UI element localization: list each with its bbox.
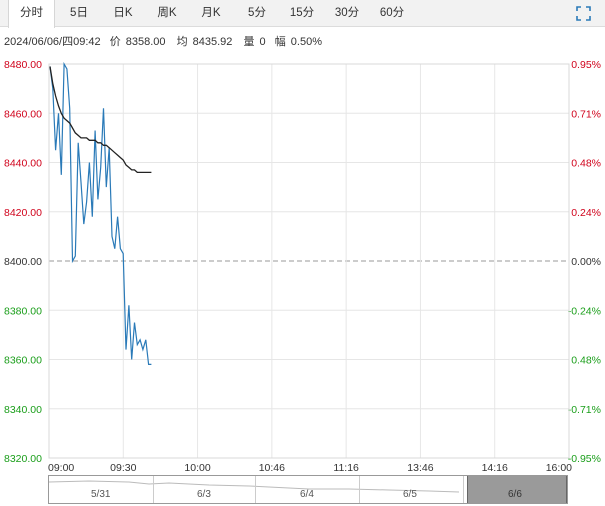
navigator-divider xyxy=(359,476,360,503)
x-axis-label: 16:00 xyxy=(546,462,572,474)
avg-label: 均 xyxy=(176,36,188,48)
navigator-divider xyxy=(255,476,256,503)
y-axis-pct-label: 0.48% xyxy=(571,355,601,367)
avg-value: 8435.92 xyxy=(192,36,233,48)
navigator-divider xyxy=(153,476,154,503)
navigator-date: 6/5 xyxy=(403,489,417,500)
change-label: 幅 xyxy=(274,36,286,48)
navigator-date: 6/6 xyxy=(508,489,522,500)
navigator-date: 6/3 xyxy=(197,489,211,500)
tab-30min[interactable]: 30分 xyxy=(334,7,360,19)
y-axis-pct-label: -0.24% xyxy=(568,305,601,317)
y-axis-label: 8340.00 xyxy=(4,404,42,416)
y-axis-pct-label: 0.48% xyxy=(571,158,601,170)
price-line xyxy=(49,61,152,365)
plot-frame xyxy=(48,63,570,459)
y-axis-pct-label: 0.95% xyxy=(571,59,601,71)
tab-daily-k[interactable]: 日K xyxy=(113,7,133,19)
date-range-navigator[interactable]: 5/31 6/3 6/4 6/5 6/6 xyxy=(48,475,568,504)
y-axis-label: 8380.00 xyxy=(4,305,42,317)
navigator-divider xyxy=(463,476,464,503)
navigator-date: 5/31 xyxy=(91,489,111,500)
x-axis-label: 09:00 xyxy=(48,462,74,474)
intraday-chart[interactable]: 8480.00 0.95% 8460.00 0.71% 8440.00 0.48% 8420… xyxy=(0,52,605,474)
change-value: 0.50% xyxy=(290,36,322,48)
y-axis-pct-label: -0.95% xyxy=(568,453,601,465)
tab-60min[interactable]: 60分 xyxy=(379,7,405,19)
price-value: 8358.00 xyxy=(125,36,166,48)
period-tab-bar: 分时 5日 日K 周K 月K 5分 15分 30分 60分 xyxy=(0,0,605,28)
tab-5min[interactable]: 5分 xyxy=(248,7,266,19)
tab-5day[interactable]: 5日 xyxy=(70,7,88,19)
y-axis-label: 8440.00 xyxy=(4,158,42,170)
x-axis-label: 10:00 xyxy=(184,462,210,474)
tab-intraday[interactable]: 分时 xyxy=(8,0,55,28)
x-axis-label: 14:16 xyxy=(482,462,508,474)
x-axis-label: 09:30 xyxy=(110,462,136,474)
y-axis-pct-label: -0.71% xyxy=(568,404,601,416)
x-axis-label: 13:46 xyxy=(407,462,433,474)
quote-datetime: 2024/06/06/四09:42 xyxy=(4,36,101,48)
y-axis-pct-label: 0.24% xyxy=(571,207,601,219)
quote-info-line: 2024/06/06/四09:42 价 8358.00 均 8435.92 量 … xyxy=(4,33,322,49)
y-axis-label: 8400.00 xyxy=(4,256,42,268)
navigator-selection[interactable] xyxy=(467,476,567,503)
y-axis-pct-label: 0.00% xyxy=(571,256,601,268)
x-axis-label: 10:46 xyxy=(259,462,285,474)
tab-weekly-k[interactable]: 周K xyxy=(157,7,177,19)
volume-value: 0 xyxy=(259,36,266,48)
y-axis-label: 8480.00 xyxy=(4,59,42,71)
x-axis-label: 11:16 xyxy=(333,462,359,474)
y-axis-label: 8460.00 xyxy=(4,108,42,120)
tab-monthly-k[interactable]: 月K xyxy=(201,7,221,19)
y-axis-pct-label: 0.71% xyxy=(571,108,601,120)
tab-15min[interactable]: 15分 xyxy=(289,7,315,19)
navigator-date: 6/4 xyxy=(300,489,314,500)
y-axis-label: 8420.00 xyxy=(4,207,42,219)
y-axis-label: 8320.00 xyxy=(4,453,42,465)
fullscreen-icon[interactable] xyxy=(576,6,591,21)
price-label: 价 xyxy=(109,36,121,48)
navigator-sparkline xyxy=(49,480,460,493)
average-line xyxy=(49,66,152,174)
volume-label: 量 xyxy=(243,36,255,48)
y-axis-label: 8360.00 xyxy=(4,355,42,367)
